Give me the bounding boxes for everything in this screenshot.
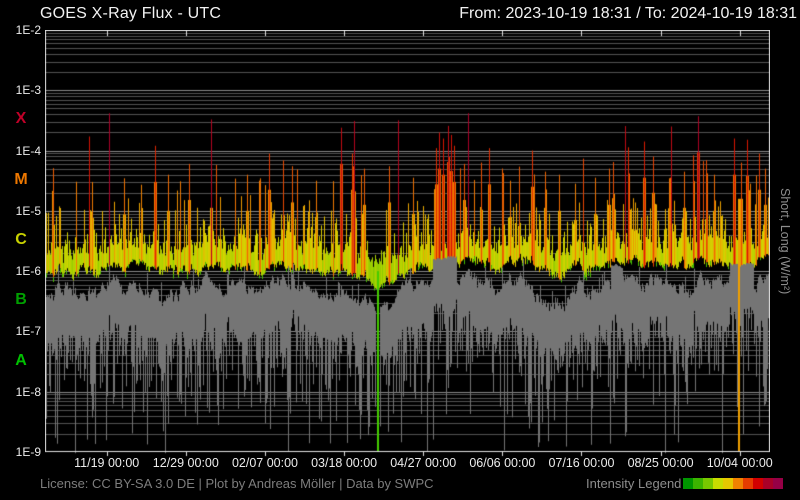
page-title: GOES X-Ray Flux - UTC [40,5,222,22]
x-axis-tick-label: 08/25 00:00 [627,456,694,470]
x-axis-tick-label: 03/18 00:00 [311,456,378,470]
intensity-legend-swatch [703,478,714,489]
y-axis-tick-label: 1E-6 [15,264,41,279]
x-axis-tick-label: 12/29 00:00 [152,456,219,470]
flare-class-label-c: C [15,231,27,248]
y-axis-tick-label: 1E-3 [15,83,41,98]
intensity-legend-swatch [683,478,694,489]
right-axis-label: Short, Long (W/m²) [778,187,792,295]
y-axis-tick-label: 1E-7 [15,324,41,339]
x-axis-tick-label: 07/16 00:00 [548,456,615,470]
intensity-legend-gradient [683,478,784,489]
intensity-legend-swatch [773,478,784,489]
y-axis-tick-label: 1E-8 [15,384,41,399]
xray-flux-plot [45,30,770,458]
intensity-legend-swatch [743,478,754,489]
intensity-legend-swatch [713,478,724,489]
intensity-legend-swatch [763,478,774,489]
x-axis-tick-label: 11/19 00:00 [74,456,140,470]
y-axis-tick-label: 1E-9 [15,445,41,459]
flare-class-label-x: X [15,110,27,128]
flare-class-label-b: B [15,291,27,309]
y-axis-tick-label: 1E-5 [15,203,41,218]
x-axis-tick-label: 06/06 00:00 [469,456,536,470]
flare-class-label-a: A [15,351,27,369]
intensity-legend: Intensity Legend [586,476,784,491]
time-range-label: From: 2023-10-19 18:31 / To: 2024-10-19 … [459,5,797,22]
right-axis-label-wrap: Short, Long (W/m²) [778,30,792,452]
y-axis-tick-label: 1E-4 [15,143,41,158]
intensity-legend-swatch [753,478,764,489]
license-text: License: CC BY-SA 3.0 DE | Plot by Andre… [40,476,434,491]
intensity-legend-label: Intensity Legend [586,476,682,491]
y-axis-tick-label: 1E-2 [15,23,41,37]
x-axis-tick-label: 10/04 00:00 [706,456,773,470]
x-axis-tick-label: 04/27 00:00 [390,456,457,470]
intensity-legend-swatch [723,478,734,489]
flare-class-label-m: M [14,170,28,188]
intensity-legend-swatch [693,478,704,489]
intensity-legend-swatch [733,478,744,489]
x-axis-tick-label: 02/07 00:00 [231,456,298,470]
